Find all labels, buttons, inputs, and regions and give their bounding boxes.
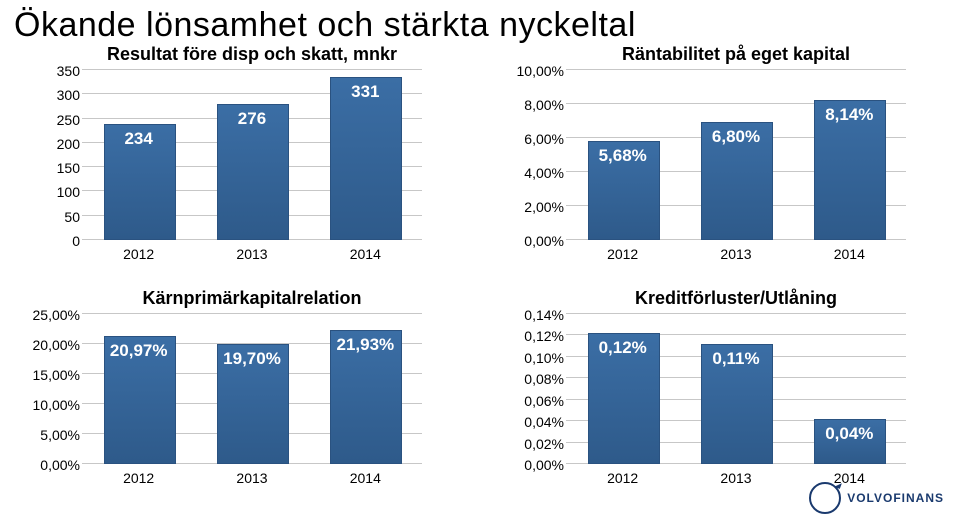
y-axis-label: 350 xyxy=(26,63,80,79)
y-axis-label: 250 xyxy=(26,112,80,128)
y-axis-label: 0,08% xyxy=(510,371,564,387)
x-axis-label: 2013 xyxy=(195,246,308,262)
bar-value-label: 6,80% xyxy=(701,127,771,147)
plot-area: 0,00%0,02%0,04%0,06%0,08%0,10%0,12%0,14%… xyxy=(566,314,906,464)
x-axis-label: 2012 xyxy=(566,246,679,262)
y-axis-label: 0,10% xyxy=(510,350,564,366)
y-axis-label: 5,00% xyxy=(26,427,80,443)
bar-value-label: 0,11% xyxy=(701,349,771,369)
y-axis-label: 0,00% xyxy=(26,457,80,473)
x-axis-label: 2012 xyxy=(82,246,195,262)
bar-value-label: 21,93% xyxy=(330,335,400,355)
chart-kreditforluster: Kreditförluster/Utlåning0,00%0,02%0,04%0… xyxy=(566,314,906,464)
x-axis-label: 2014 xyxy=(309,246,422,262)
x-axis-label: 2014 xyxy=(309,470,422,486)
x-axis-label: 2014 xyxy=(793,246,906,262)
chart-karnprimar: Kärnprimärkapitalrelation0,00%5,00%10,00… xyxy=(82,314,422,464)
plot-area: 0,00%2,00%4,00%6,00%8,00%10,00%5,68%2012… xyxy=(566,70,906,240)
y-axis-label: 2,00% xyxy=(510,199,564,215)
y-axis-label: 0 xyxy=(26,233,80,249)
y-axis-label: 10,00% xyxy=(510,63,564,79)
y-axis-label: 0,06% xyxy=(510,393,564,409)
x-axis-label: 2013 xyxy=(679,246,792,262)
y-axis-label: 150 xyxy=(26,160,80,176)
y-axis-label: 200 xyxy=(26,136,80,152)
brand-logo: VOLVOFINANS xyxy=(809,482,944,514)
chart-rantabilitet: Räntabilitet på eget kapital0,00%2,00%4,… xyxy=(566,70,906,240)
y-axis-label: 6,00% xyxy=(510,131,564,147)
y-axis-label: 50 xyxy=(26,209,80,225)
bar-value-label: 20,97% xyxy=(104,341,174,361)
y-axis-label: 0,02% xyxy=(510,436,564,452)
gridline xyxy=(82,313,422,314)
y-axis-label: 0,14% xyxy=(510,307,564,323)
y-axis-label: 4,00% xyxy=(510,165,564,181)
x-axis-label: 2013 xyxy=(195,470,308,486)
bar-value-label: 331 xyxy=(330,82,400,102)
bar-value-label: 8,14% xyxy=(814,105,884,125)
y-axis-label: 0,00% xyxy=(510,233,564,249)
plot-area: 0501001502002503003502342012276201333120… xyxy=(82,70,422,240)
y-axis-label: 20,00% xyxy=(26,337,80,353)
bar-value-label: 0,12% xyxy=(588,338,658,358)
chart-resultat: Resultat före disp och skatt, mnkr050100… xyxy=(82,70,422,240)
y-axis-label: 25,00% xyxy=(26,307,80,323)
y-axis-label: 10,00% xyxy=(26,397,80,413)
plot-area: 0,00%5,00%10,00%15,00%20,00%25,00%20,97%… xyxy=(82,314,422,464)
chart-title: Räntabilitet på eget kapital xyxy=(566,44,906,65)
y-axis-label: 300 xyxy=(26,87,80,103)
brand-name: VOLVOFINANS xyxy=(847,491,944,505)
bar-value-label: 5,68% xyxy=(588,146,658,166)
gridline xyxy=(82,69,422,70)
y-axis-label: 100 xyxy=(26,184,80,200)
page-title: Ökande lönsamhet och stärkta nyckeltal xyxy=(14,6,636,45)
bar-value-label: 19,70% xyxy=(217,349,287,369)
x-axis-label: 2013 xyxy=(679,470,792,486)
y-axis-label: 0,04% xyxy=(510,414,564,430)
bar-value-label: 234 xyxy=(104,129,174,149)
y-axis-label: 15,00% xyxy=(26,367,80,383)
y-axis-label: 8,00% xyxy=(510,97,564,113)
bar-value-label: 276 xyxy=(217,109,287,129)
chart-title: Resultat före disp och skatt, mnkr xyxy=(82,44,422,65)
y-axis-label: 0,00% xyxy=(510,457,564,473)
gridline xyxy=(566,313,906,314)
gridline xyxy=(566,69,906,70)
chart-title: Kreditförluster/Utlåning xyxy=(566,288,906,309)
x-axis-label: 2012 xyxy=(82,470,195,486)
volvo-symbol-icon xyxy=(809,482,841,514)
x-axis-label: 2012 xyxy=(566,470,679,486)
y-axis-label: 0,12% xyxy=(510,328,564,344)
bar-value-label: 0,04% xyxy=(814,424,884,444)
chart-title: Kärnprimärkapitalrelation xyxy=(82,288,422,309)
